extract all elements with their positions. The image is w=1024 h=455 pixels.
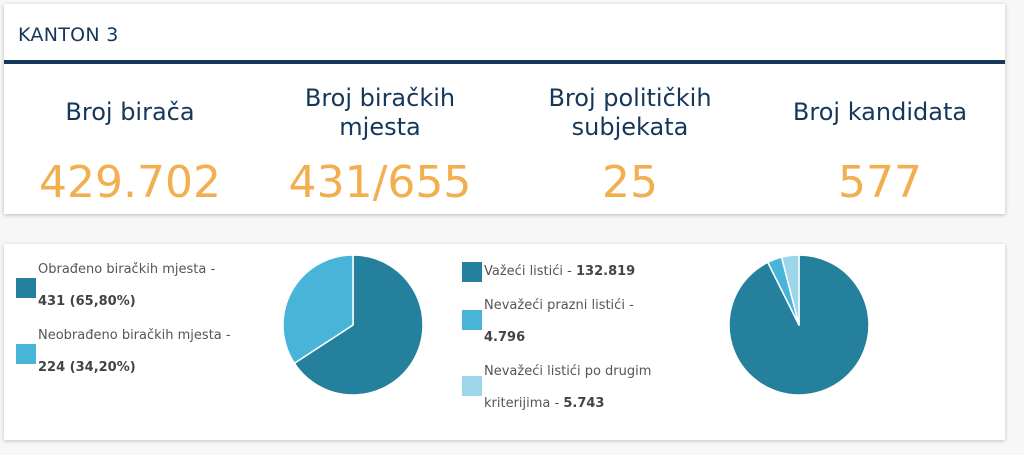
legend-value-invalid-empty: 4.796 [484,330,526,345]
stat-voters-value: 429.702 [39,157,221,208]
legend-item-invalid-other[interactable]: Nevažeći listići po drugim kriterijima -… [484,356,684,420]
legend-label-invalid-empty: Nevažeći prazni listići - [484,298,634,313]
legend-item-invalid-empty[interactable]: Nevažeći prazni listići - 4.796 [484,290,694,354]
legend-label-valid: Važeći listići - [484,264,572,279]
pie-chart-ballots[interactable] [728,254,870,396]
legend-value-invalid-other: 5.743 [563,396,605,411]
legend-swatch-invalid-other [462,376,482,396]
legend-value-unprocessed: 224 (34,20%) [38,360,136,375]
charts-panel: Obrađeno biračkih mjesta - 431 (65,80%) … [4,244,1005,440]
legend-item-unprocessed[interactable]: Neobrađeno biračkih mjesta - 224 (34,20%… [38,320,268,384]
stat-voters-label: Broj birača [65,98,195,126]
legend-swatch-valid [462,262,482,282]
legend-label-unprocessed: Neobrađeno biračkih mjesta - [38,328,231,343]
stat-candidates-value: 577 [838,157,922,208]
stations-pie-slice-0[interactable] [293,254,424,396]
pie-chart-polling-stations[interactable] [282,254,424,396]
canton-title: KANTON 3 [18,24,119,46]
stat-political-subjects-value: 25 [602,157,658,208]
stat-candidates-label: Broj kandidata [792,98,968,126]
legend-value-processed: 431 (65,80%) [38,294,136,309]
legend-label-processed: Obrađeno biračkih mjesta - [38,262,216,277]
legend-swatch-invalid-empty [462,310,482,330]
panel-header: KANTON 3 [4,4,1005,64]
stat-polling-stations-value: 431/655 [288,157,472,208]
stat-polling-stations-label: Broj biračkih mjesta [304,84,456,141]
stats-row: Broj birača 429.702 Broj biračkih mjesta… [4,64,1005,210]
legend-label-invalid-other: Nevažeći listići po drugim kriterijima - [484,364,652,411]
summary-panel: KANTON 3 Broj birača 429.702 Broj biračk… [4,4,1005,214]
stat-political-subjects-label: Broj političkih subjekata [548,84,712,141]
legend-swatch-processed [16,278,36,298]
ballots-pie-slice-2[interactable] [780,254,800,326]
legend-item-valid[interactable]: Važeći listići - 132.819 [484,256,694,288]
legend-value-valid: 132.819 [576,264,636,279]
stations-pie-slice-1[interactable] [282,254,354,364]
legend-swatch-unprocessed [16,344,36,364]
legend-item-processed[interactable]: Obrađeno biračkih mjesta - 431 (65,80%) [38,254,268,318]
